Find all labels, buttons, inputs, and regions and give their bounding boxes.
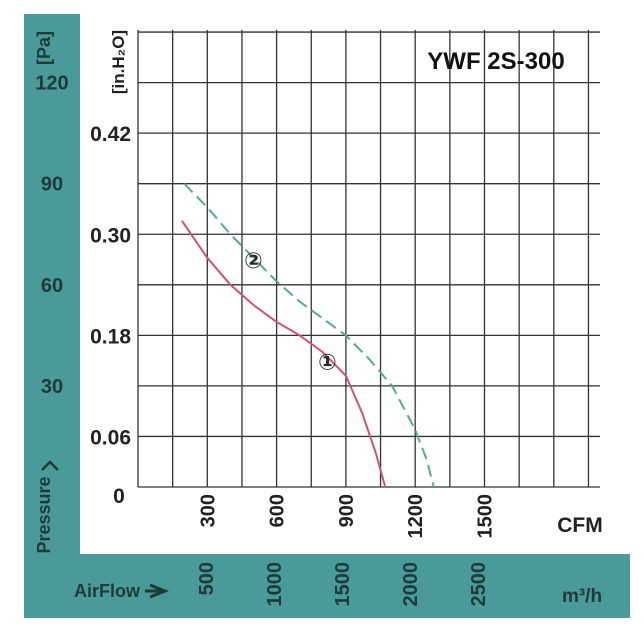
x-tick-label-m3h: 2000 — [400, 562, 422, 607]
pressure-arrow-icon — [41, 460, 59, 471]
curve-label-1: ① — [318, 349, 337, 374]
y-tick-label-pa: 60 — [41, 275, 63, 297]
x-tick-label-m3h: 2500 — [468, 562, 490, 607]
labels-layer: YWF 2S-300 0.06 0.18 0.30 0.42 0 [in.H₂O] 30 60 9… — [34, 30, 603, 607]
y-tick-label-inh2o: 0.30 — [90, 224, 131, 247]
y-axis-title-pa: [Pa] — [34, 31, 54, 65]
plot-panel — [80, 14, 630, 554]
x-axis-title-m3h: m³/h — [562, 586, 602, 607]
x-tick-label-m3h: 500 — [196, 562, 218, 595]
x-tick-label-m3h: 1500 — [332, 562, 354, 607]
y-tick-label-pa: 90 — [41, 174, 63, 196]
curves-layer: ①② — [181, 183, 435, 488]
airflow-arrow-icon — [149, 583, 170, 599]
y-tick-label-inh2o: 0.42 — [90, 123, 131, 146]
y-tick-label-pa: 120 — [35, 73, 68, 95]
curve-1 — [181, 220, 387, 488]
chart-title: YWF 2S-300 — [427, 48, 564, 75]
x-axis-title-cfm: CFM — [557, 514, 603, 537]
y-tick-label-zero: 0 — [113, 485, 125, 508]
y-tick-label-inh2o: 0.06 — [90, 426, 131, 449]
y-tick-label-inh2o: 0.18 — [90, 325, 131, 348]
y-axis-title-inh2o: [in.H₂O] — [109, 30, 128, 94]
x-tick-label-cfm: 900 — [336, 494, 358, 527]
grid-lines — [137, 30, 600, 488]
curve-label-2: ② — [244, 248, 263, 273]
x-tick-label-cfm: 1200 — [405, 494, 427, 539]
y-axis-name: Pressure — [34, 476, 54, 553]
y-tick-label-pa: 30 — [41, 376, 63, 398]
x-tick-label-cfm: 1500 — [475, 494, 497, 539]
x-tick-label-m3h: 1000 — [264, 562, 286, 607]
x-axis-name-airflow: AirFlow — [74, 581, 141, 601]
x-tick-label-cfm: 300 — [197, 494, 219, 527]
x-tick-label-cfm: 600 — [267, 494, 289, 527]
